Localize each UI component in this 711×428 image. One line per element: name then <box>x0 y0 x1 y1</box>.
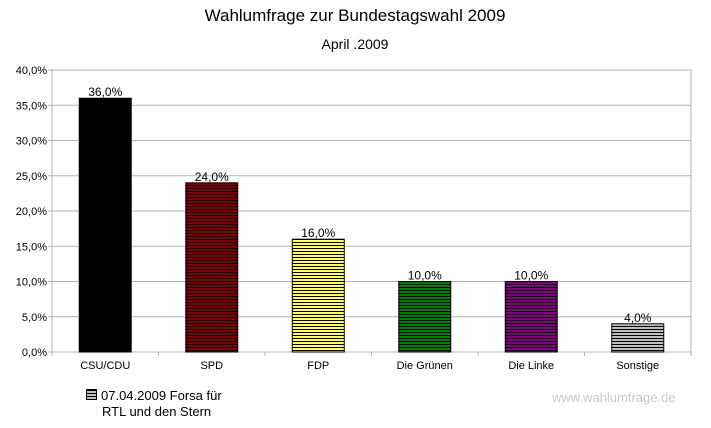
y-tick-label: 20,0% <box>16 206 47 218</box>
chart-subtitle: April .2009 <box>322 36 389 52</box>
watermark: www.wahlumfrage.de <box>552 390 676 405</box>
legend: 07.04.2009 Forsa für RTL und den Stern <box>86 388 222 420</box>
bar-sonstige <box>611 323 665 353</box>
data-label: 24,0% <box>195 170 229 184</box>
y-tick-label: 35,0% <box>16 100 47 112</box>
legend-line-1: 07.04.2009 Forsa für <box>101 388 222 403</box>
y-tick-label: 30,0% <box>16 136 47 148</box>
y-tick-label: 40,0% <box>16 65 47 77</box>
data-label: 10,0% <box>408 269 442 283</box>
bar-csu-cdu <box>78 97 132 353</box>
bar-fdp <box>291 238 345 353</box>
data-label: 36,0% <box>88 85 122 99</box>
legend-line-2: RTL und den Stern <box>102 404 212 419</box>
x-tick-label: FDP <box>307 360 329 372</box>
bar-spd <box>185 182 239 353</box>
y-tick-label: 5,0% <box>22 312 47 324</box>
x-tick-label: Die Linke <box>508 360 554 372</box>
data-label: 4,0% <box>624 311 652 325</box>
y-tick-label: 25,0% <box>16 171 47 183</box>
legend-swatch-icon <box>86 389 97 400</box>
x-tick-label: Die Grünen <box>397 360 453 372</box>
x-tick-label: CSU/CDU <box>80 360 130 372</box>
y-tick-label: 0,0% <box>22 347 47 359</box>
x-tick-label: Sonstige <box>616 360 659 372</box>
x-tick-label: SPD <box>200 360 223 372</box>
y-tick-label: 15,0% <box>16 241 47 253</box>
y-tick-label: 10,0% <box>16 277 47 289</box>
data-label: 10,0% <box>514 269 548 283</box>
bar-die-linke <box>504 281 558 353</box>
bar-die-gr-nen <box>398 281 452 353</box>
chart-title: Wahlumfrage zur Bundestagswahl 2009 <box>205 6 506 25</box>
data-label: 16,0% <box>301 226 335 240</box>
